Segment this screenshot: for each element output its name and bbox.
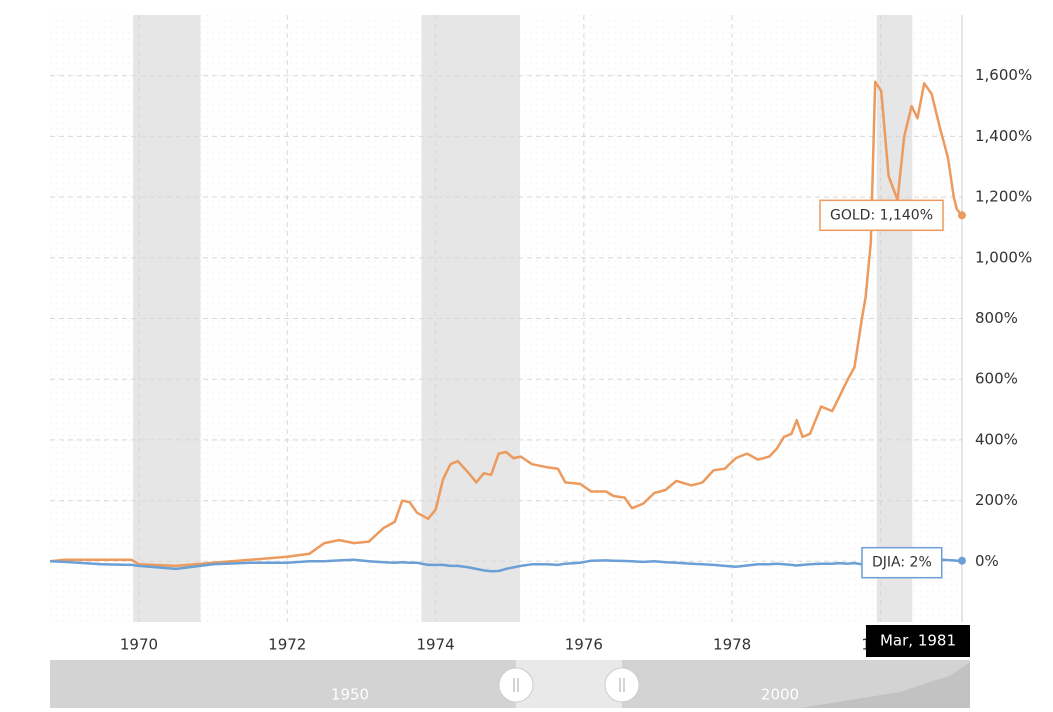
y-tick-label: 200%	[975, 491, 1018, 509]
y-tick-label: 1,000%	[975, 248, 1032, 266]
crosshair-label: Mar, 1981	[880, 632, 956, 650]
y-tick-label: 600%	[975, 370, 1018, 388]
x-tick-label: 1976	[565, 636, 603, 654]
x-tick-label: 1970	[120, 636, 158, 654]
x-tick-label: 1972	[268, 636, 306, 654]
series-line	[49, 80, 963, 568]
navigator-handle[interactable]	[498, 667, 534, 703]
navigator-series	[800, 662, 970, 708]
navigator-handle[interactable]	[604, 667, 640, 703]
crosshair: Mar, 1981	[866, 625, 970, 657]
y-tick-label: 1,200%	[975, 188, 1032, 206]
end-label-box	[819, 199, 944, 232]
x-tick-label: 1978	[713, 636, 751, 654]
navigator-label: 2000	[761, 686, 799, 704]
navigator-label: 1950	[331, 686, 369, 704]
recession-band	[421, 15, 521, 622]
y-tick-label: 1,400%	[975, 127, 1032, 145]
end-label-box	[861, 546, 943, 579]
end-marker	[958, 556, 966, 565]
y-tick-label: 0%	[975, 552, 999, 570]
end-marker	[958, 211, 966, 220]
crosshair-box	[866, 625, 970, 657]
end-label: GOLD: 1,140%	[830, 207, 933, 223]
y-tick-label: 400%	[975, 430, 1018, 448]
x-tick-label: 1974	[416, 636, 454, 654]
y-tick-label: 800%	[975, 309, 1018, 327]
end-label: DJIA: 2%	[872, 555, 932, 571]
y-tick-label: 1,600%	[975, 66, 1032, 84]
navigator-window[interactable]	[516, 660, 622, 708]
navigator[interactable]: 1950 2000	[50, 660, 970, 708]
